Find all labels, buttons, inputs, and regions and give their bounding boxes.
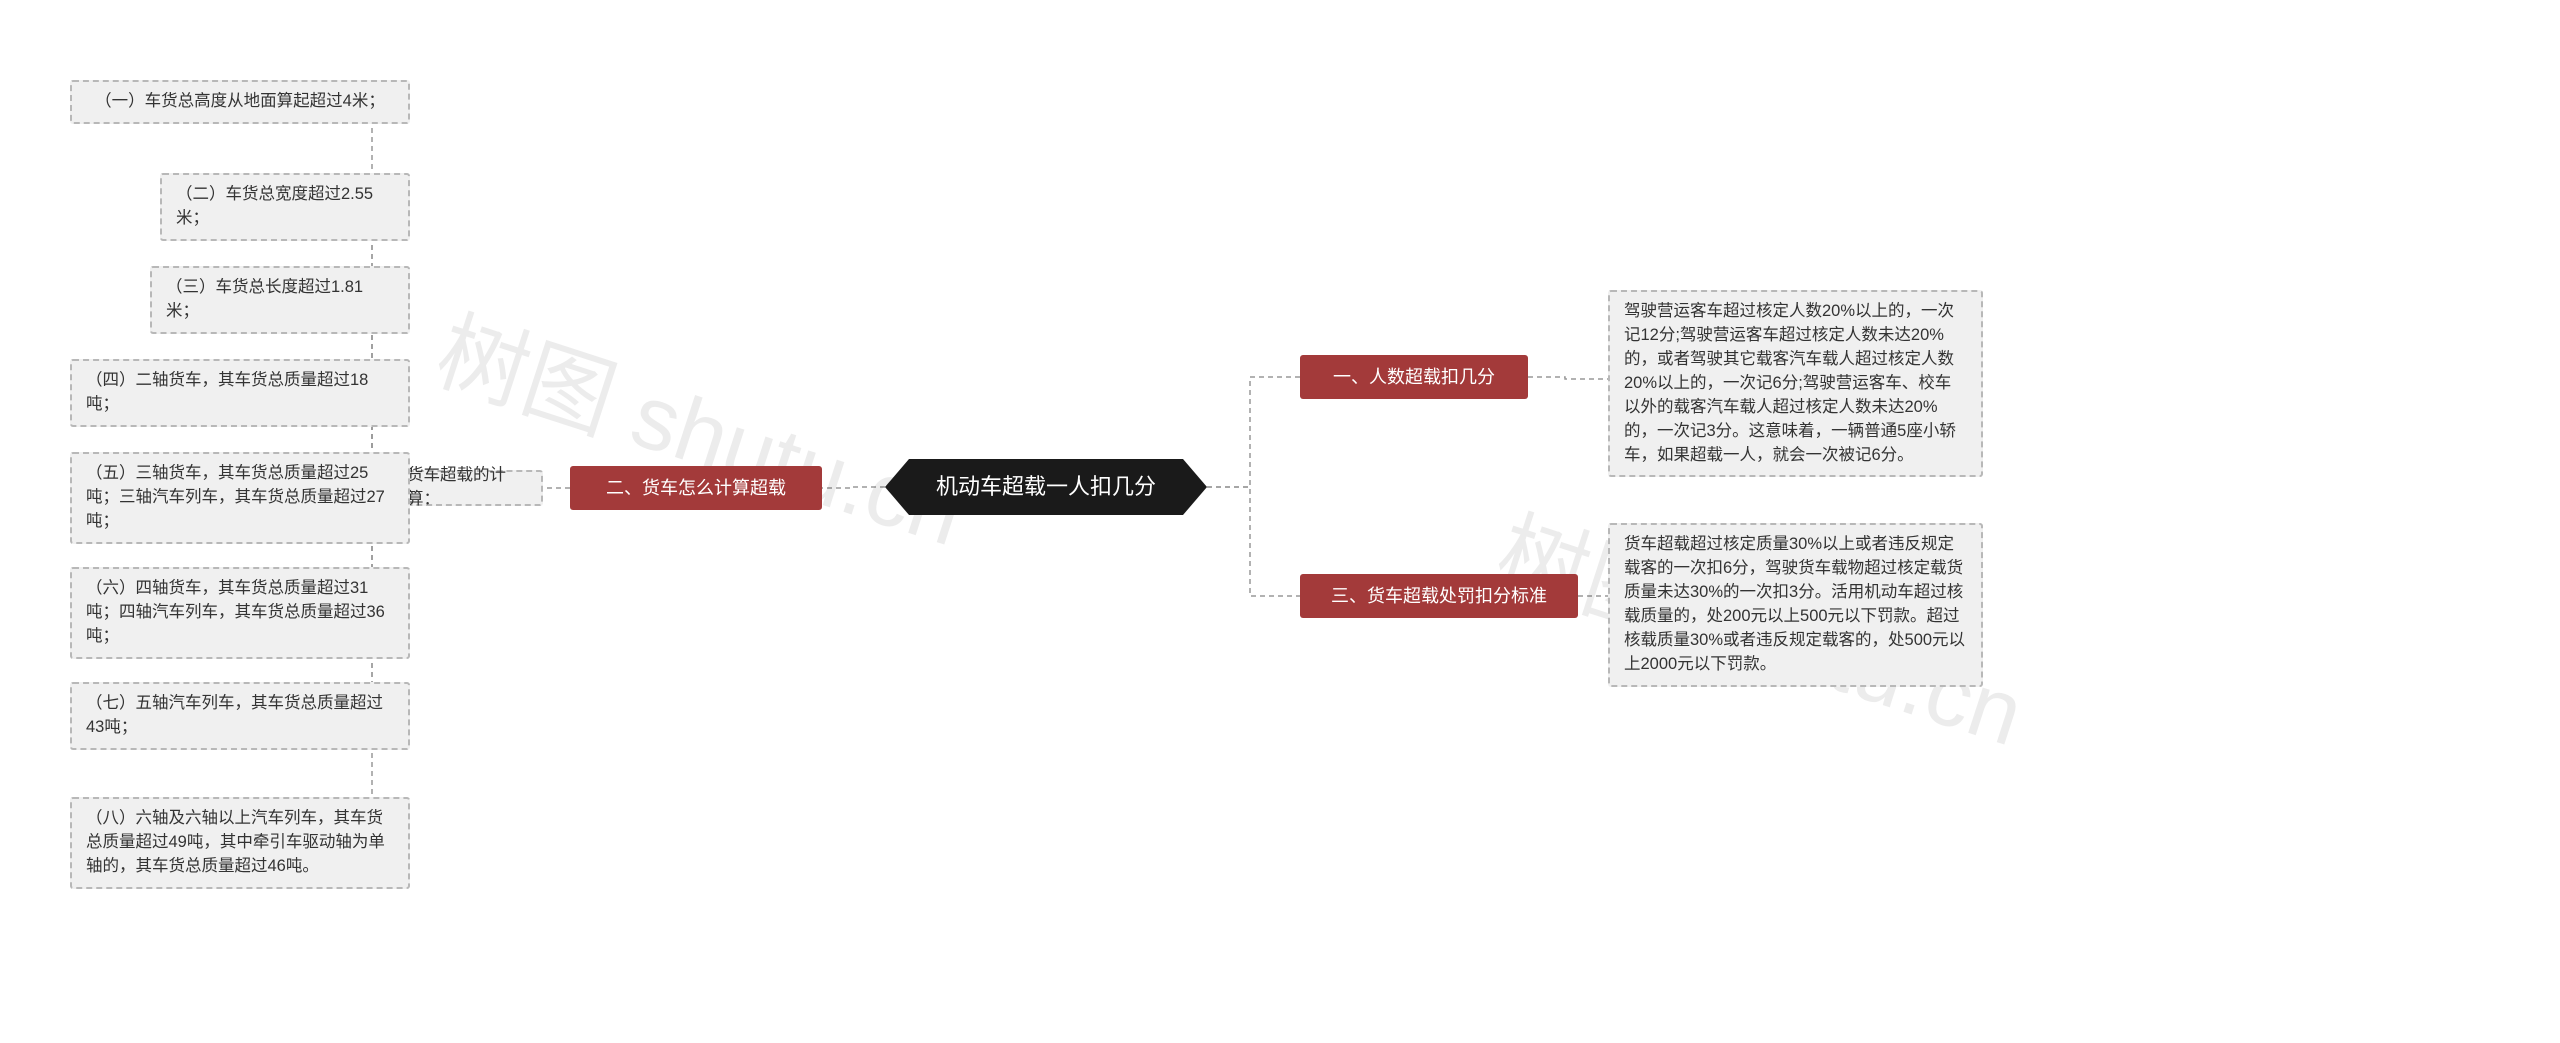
leaf-right3-text: 货车超载超过核定质量30%以上或者违反规定载客的一次扣6分，驾驶货车载物超过核定… (1624, 533, 1967, 677)
leaf-l4: （四）二轴货车，其车货总质量超过18吨； (86, 369, 394, 417)
branch3-label: 三、货车超载处罚扣分标准 (1331, 583, 1547, 609)
leaf-node-left-8: （八）六轴及六轴以上汽车列车，其车货总质量超过49吨，其中牵引车驱动轴为单轴的，… (70, 797, 410, 889)
leaf-l8: （八）六轴及六轴以上汽车列车，其车货总质量超过49吨，其中牵引车驱动轴为单轴的，… (86, 807, 394, 879)
leaf-l3: （三）车货总长度超过1.81米； (166, 276, 394, 324)
leaf-node-left-3: （三）车货总长度超过1.81米； (150, 266, 410, 334)
leaf-node-right-3: 货车超载超过核定质量30%以上或者违反规定载客的一次扣6分，驾驶货车载物超过核定… (1608, 523, 1983, 687)
branch-node-2: 二、货车怎么计算超载 (570, 466, 822, 510)
leaf-node-left-1: （一）车货总高度从地面算起超过4米； (70, 80, 410, 124)
root-node: 机动车超载一人扣几分 (885, 459, 1207, 515)
leaf-right1-text: 驾驶营运客车超过核定人数20%以上的，一次记12分;驾驶营运客车超过核定人数未达… (1624, 300, 1967, 467)
branch-node-3: 三、货车超载处罚扣分标准 (1300, 574, 1578, 618)
branch1-label: 一、人数超载扣几分 (1333, 364, 1495, 390)
leaf-l6: （六）四轴货车，其车货总质量超过31吨；四轴汽车列车，其车货总质量超过36吨； (86, 577, 394, 649)
leaf-node-left-5: （五）三轴货车，其车货总质量超过25吨；三轴汽车列车，其车货总质量超过27吨； (70, 452, 410, 544)
leaf-node-left-7: （七）五轴汽车列车，其车货总质量超过43吨； (70, 682, 410, 750)
root-label: 机动车超载一人扣几分 (936, 471, 1156, 503)
leaf-node-left-2: （二）车货总宽度超过2.55米； (160, 173, 410, 241)
leaf-l2: （二）车货总宽度超过2.55米； (176, 183, 394, 231)
sublabel-text: 货车超载的计算： (407, 464, 531, 512)
leaf-l1: （一）车货总高度从地面算起超过4米； (95, 90, 385, 114)
watermark: 树图 shutu.cn (423, 279, 982, 571)
leaf-node-left-6: （六）四轴货车，其车货总质量超过31吨；四轴汽车列车，其车货总质量超过36吨； (70, 567, 410, 659)
branch-node-1: 一、人数超载扣几分 (1300, 355, 1528, 399)
leaf-node-left-4: （四）二轴货车，其车货总质量超过18吨； (70, 359, 410, 427)
sub-label-node: 货车超载的计算： (395, 470, 543, 506)
leaf-l7: （七）五轴汽车列车，其车货总质量超过43吨； (86, 692, 394, 740)
leaf-node-right-1: 驾驶营运客车超过核定人数20%以上的，一次记12分;驾驶营运客车超过核定人数未达… (1608, 290, 1983, 477)
leaf-l5: （五）三轴货车，其车货总质量超过25吨；三轴汽车列车，其车货总质量超过27吨； (86, 462, 394, 534)
branch2-label: 二、货车怎么计算超载 (606, 475, 786, 501)
